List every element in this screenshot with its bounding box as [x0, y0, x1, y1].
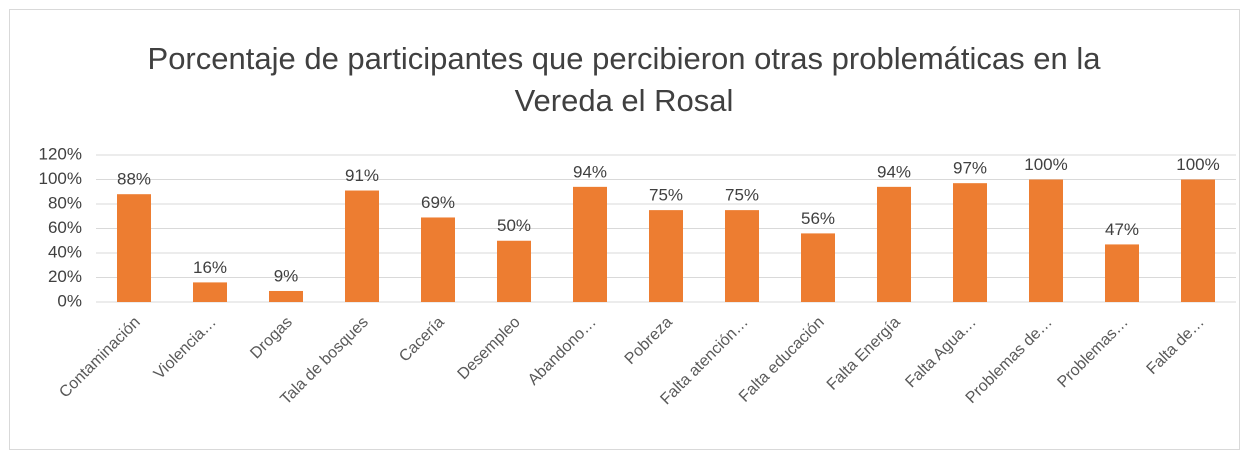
data-label: 91%	[345, 166, 379, 185]
y-tick-label: 80%	[48, 193, 82, 212]
y-tick-label: 40%	[48, 242, 82, 261]
bar	[573, 186, 607, 302]
bar	[421, 217, 455, 302]
data-label: 50%	[497, 216, 531, 235]
x-tick-label: Violencia…	[151, 314, 220, 383]
bar	[1029, 179, 1063, 302]
bar	[649, 210, 683, 302]
chart-title: Porcentaje de participantes que percibie…	[147, 41, 1101, 118]
x-tick-label: Drogas	[247, 314, 296, 363]
x-tick-label: Falta de…	[1144, 314, 1208, 378]
data-label: 88%	[117, 170, 151, 189]
chart-border	[9, 9, 1240, 450]
data-label: 9%	[274, 266, 299, 285]
x-tick-label: Cacería	[396, 314, 448, 366]
y-tick-label: 120%	[39, 144, 82, 163]
x-tick-label: Desempleo	[455, 314, 524, 383]
bar	[1181, 179, 1215, 302]
bar	[725, 210, 759, 302]
y-tick-label: 100%	[39, 169, 82, 188]
y-tick-label: 60%	[48, 218, 82, 237]
x-tick-label: Falta Energía	[824, 314, 904, 394]
x-tick-label: Contaminación	[56, 314, 144, 402]
data-label: 94%	[877, 162, 911, 181]
bar	[345, 190, 379, 302]
y-tick-label: 0%	[57, 291, 82, 310]
y-tick-label: 20%	[48, 267, 82, 286]
bar	[953, 183, 987, 302]
data-label: 94%	[573, 162, 607, 181]
bar	[193, 282, 227, 302]
data-label: 75%	[725, 186, 759, 205]
data-label: 100%	[1176, 155, 1219, 174]
data-label: 69%	[421, 193, 455, 212]
data-label: 47%	[1105, 220, 1139, 239]
data-label: 97%	[953, 159, 987, 178]
x-tick-label: Abandono…	[525, 314, 600, 389]
bar	[801, 233, 835, 302]
bar	[1105, 244, 1139, 302]
data-label: 56%	[801, 209, 835, 228]
x-tick-label: Problemas…	[1054, 314, 1131, 391]
bar	[497, 240, 531, 302]
x-tick-label: Falta Agua…	[902, 314, 979, 391]
bar	[877, 186, 911, 302]
data-label: 75%	[649, 186, 683, 205]
data-label: 16%	[193, 258, 227, 277]
x-tick-label: Pobreza	[622, 314, 676, 368]
bar	[117, 194, 151, 302]
data-label: 100%	[1024, 155, 1067, 174]
bar	[269, 290, 303, 302]
